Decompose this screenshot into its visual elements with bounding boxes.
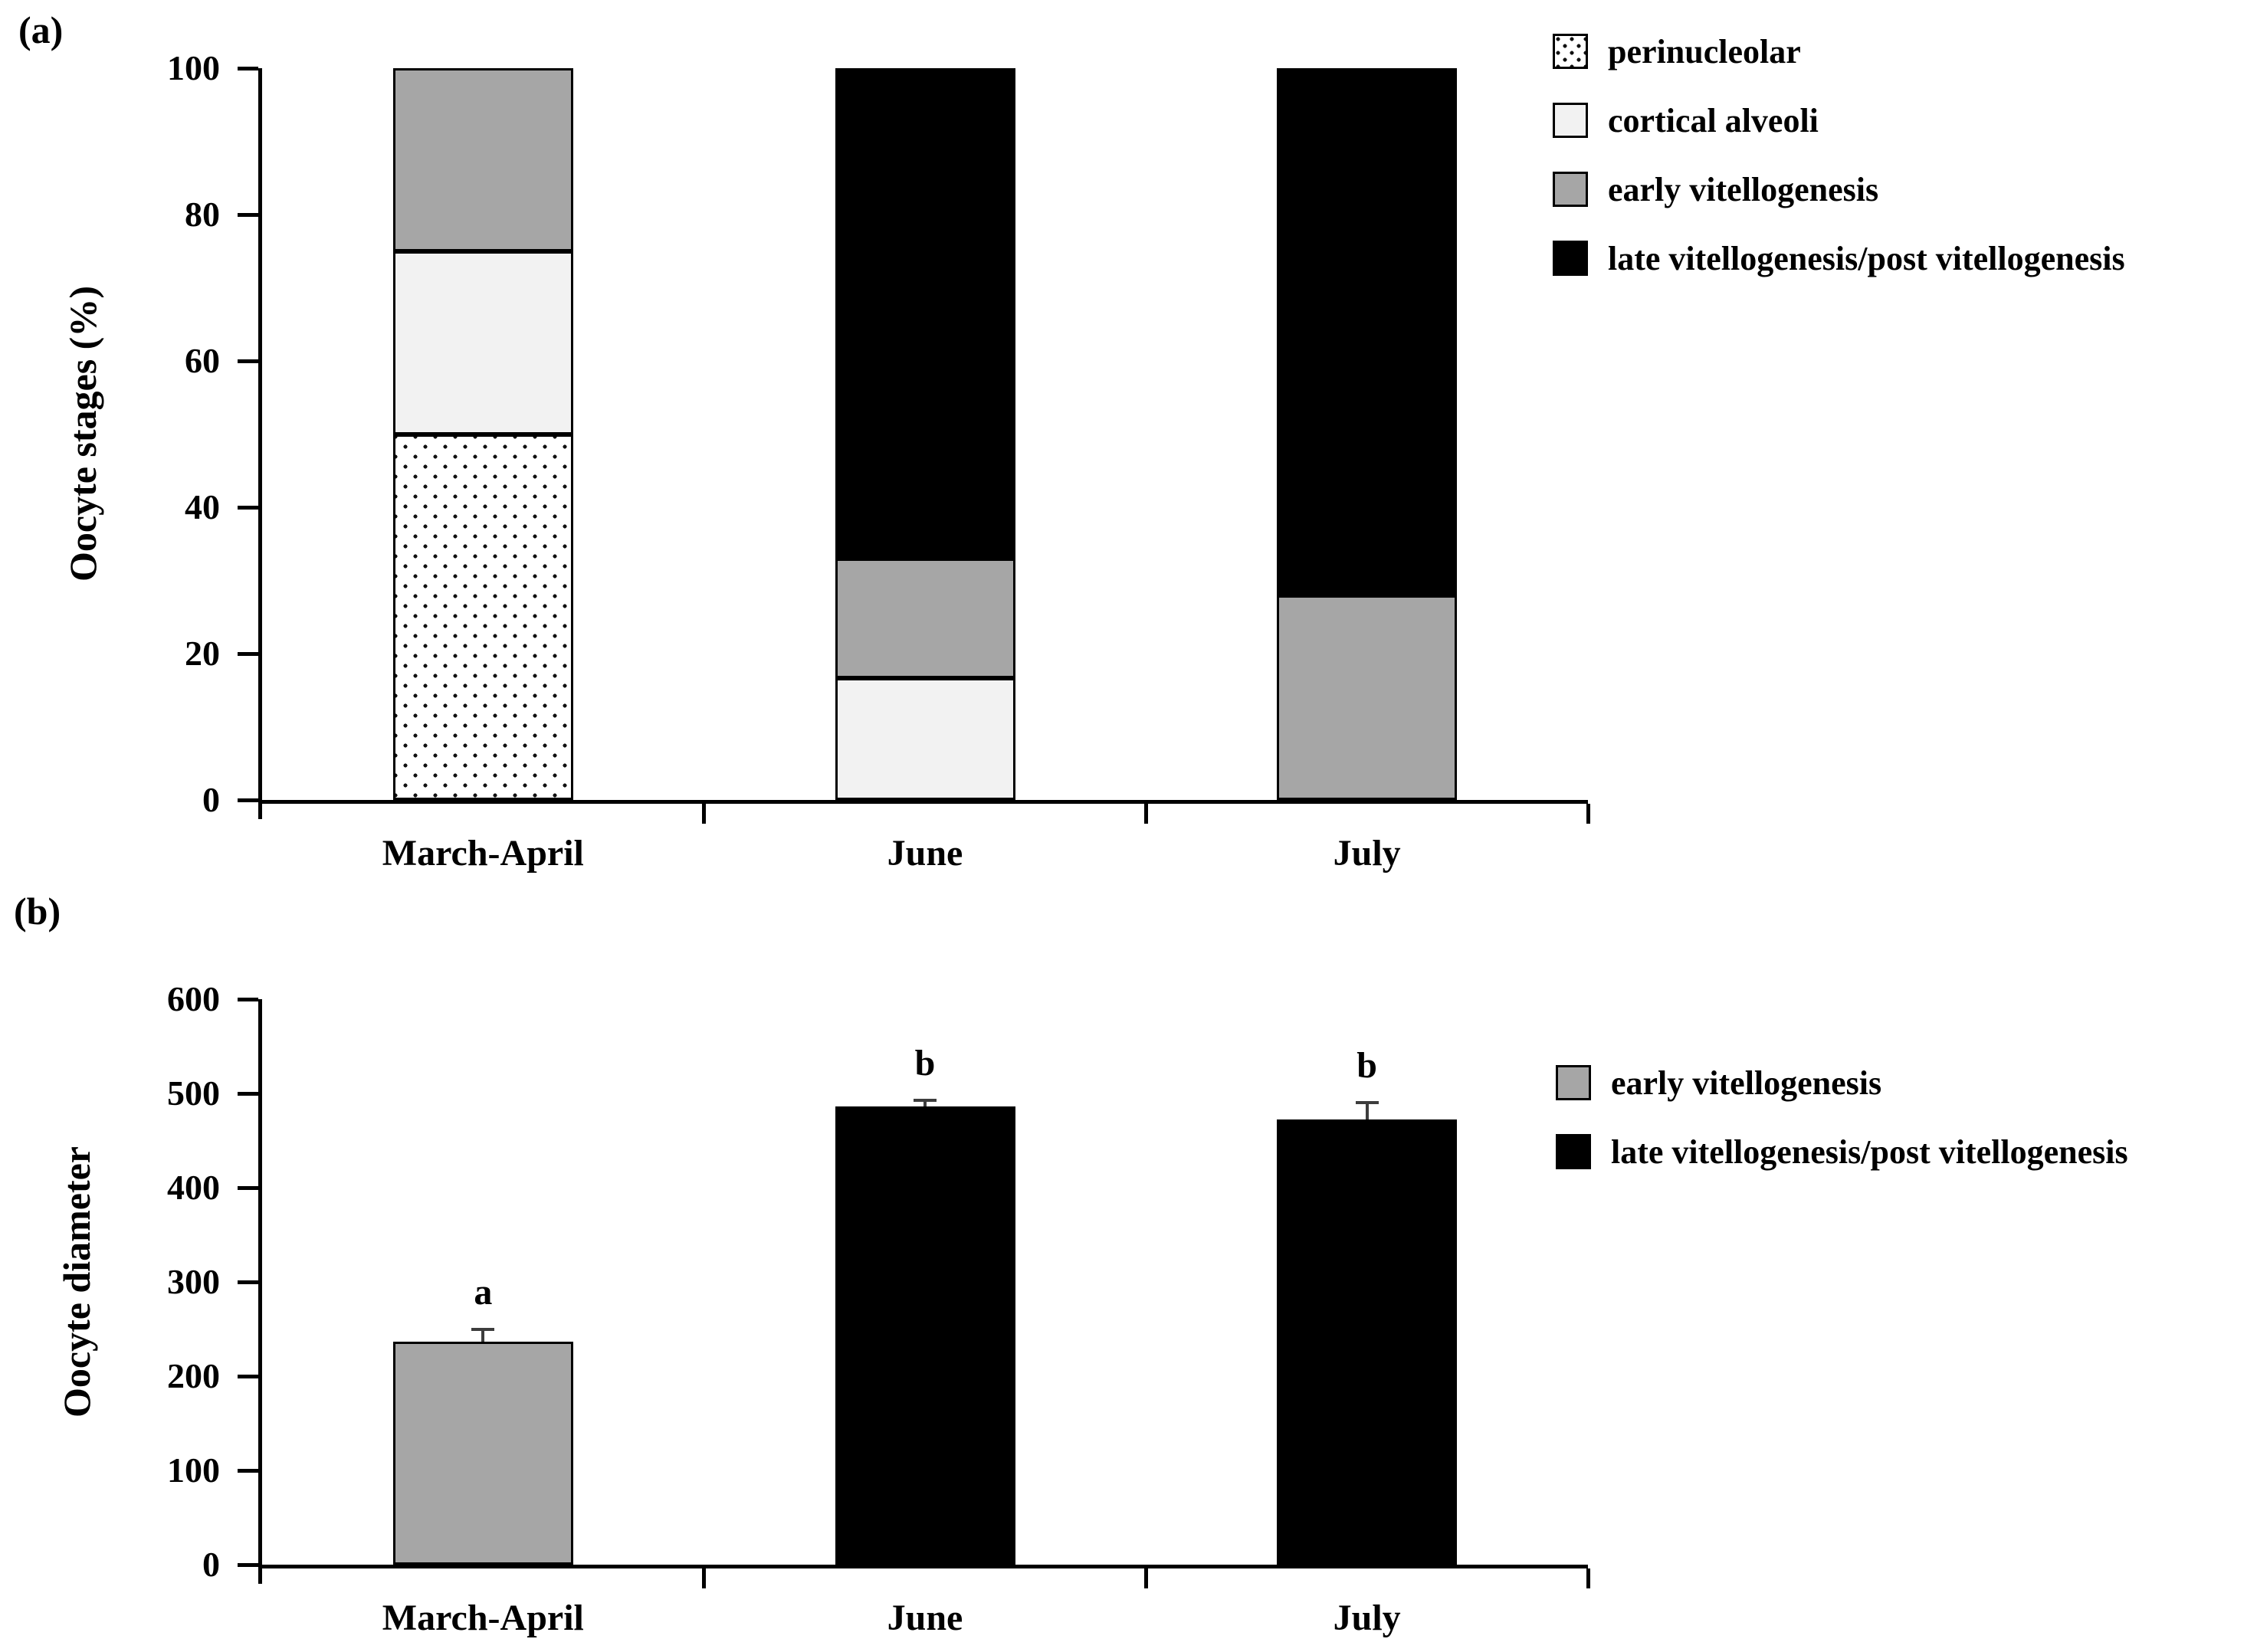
x-axis-line: [258, 1565, 1588, 1568]
stacked-bar-July: [1277, 68, 1458, 800]
y-tick-label-400: 400: [167, 1168, 220, 1207]
x-boundary-tick: [702, 804, 707, 824]
y-tick-label-0: 0: [202, 1545, 220, 1584]
legend-item-cortical alveoli: cortical alveoli: [1553, 86, 2125, 155]
bar-June: [835, 1106, 1015, 1565]
y-tick-200: [238, 1374, 258, 1378]
legend-label: cortical alveoli: [1608, 101, 1819, 139]
y-tick-label-200: 200: [167, 1356, 220, 1395]
legend-swatch-late vitellogenesis/post vitellogenesis: [1553, 241, 1588, 276]
legend-item-early vitellogenesis: early vitellogenesis: [1556, 1048, 2128, 1117]
y-tick-500: [238, 1091, 258, 1096]
bar-segment-early vitellogenesis: [1277, 595, 1458, 800]
legend-label: late vitellogenesis/post vitellogenesis: [1608, 239, 2125, 277]
error-bar-July: [1365, 1100, 1369, 1120]
x-category-March-April: March-April: [382, 1598, 584, 1638]
legend-swatch-perinucleolar: [1553, 34, 1588, 69]
bar-segment-early vitellogenesis: [392, 68, 573, 251]
bar-segment-early vitellogenesis: [835, 558, 1015, 678]
y-tick-label-300: 300: [167, 1262, 220, 1301]
bar-segment-late vitellogenesis/post vitellogenesis: [835, 68, 1015, 559]
legend-label: perinucleolar: [1608, 32, 1801, 70]
x-axis-line: [258, 800, 1588, 804]
y-tick-80: [238, 212, 258, 217]
legend-label: late vitellogenesis/post vitellogenesis: [1611, 1132, 2128, 1171]
error-bar-cap-March-April: [471, 1328, 495, 1332]
y-tick-label-80: 80: [185, 195, 220, 234]
bar-segment-cortical alveoli: [392, 251, 573, 434]
y-tick-100: [238, 66, 258, 70]
error-bar-cap-July: [1355, 1100, 1379, 1104]
panel-a-label: (a): [18, 8, 64, 51]
x-category-March-April: March-April: [382, 833, 584, 874]
error-bar-June: [923, 1099, 927, 1107]
sig-letter-March-April: a: [474, 1272, 493, 1313]
y-tick-label-40: 40: [185, 487, 220, 526]
y-tick-0: [238, 798, 258, 802]
legend-swatch-late vitellogenesis/post vitellogenesis: [1556, 1134, 1591, 1169]
panel-b-plot-area: 0 100 200 300 400 500 600 March-April June July a b…: [167, 979, 1590, 1638]
x-category-July: July: [1333, 833, 1401, 874]
stacked-bar-March-April: [392, 68, 573, 800]
y-tick-label-0: 0: [202, 780, 220, 819]
y-axis-line: [258, 68, 262, 819]
y-tick-60: [238, 359, 258, 363]
y-tick-400: [238, 1185, 258, 1190]
panel-a-y-axis-title: Oocyte stages (%): [61, 286, 104, 582]
y-axis-line: [258, 999, 262, 1584]
x-boundary-tick: [1586, 804, 1590, 824]
y-tick-0: [238, 1562, 258, 1567]
y-tick-600: [238, 997, 258, 1001]
y-tick-20: [238, 651, 258, 656]
legend-label: early vitellogenesis: [1608, 170, 1879, 208]
legend-item-late vitellogenesis/post vitellogenesis: late vitellogenesis/post vitellogenesis: [1553, 224, 2125, 293]
legend-swatch-early vitellogenesis: [1556, 1065, 1591, 1100]
legend-item-late vitellogenesis/post vitellogenesis: late vitellogenesis/post vitellogenesis: [1556, 1117, 2128, 1186]
panel-a-plot-area: 0 20 40 60 80 100 March-April June July: [167, 48, 1590, 874]
error-bar-March-April: [481, 1328, 485, 1342]
x-category-June: June: [887, 1598, 963, 1638]
legend-label: early vitellogenesis: [1611, 1064, 1882, 1102]
bar-segment-cortical alveoli: [835, 677, 1015, 800]
bar-segment-late vitellogenesis/post vitellogenesis: [1277, 68, 1458, 595]
y-tick-40: [238, 505, 258, 510]
legend-swatch-cortical alveoli: [1553, 103, 1588, 138]
y-tick-label-600: 600: [167, 979, 220, 1018]
x-boundary-tick: [702, 1568, 707, 1588]
sig-letter-July: b: [1356, 1044, 1377, 1086]
bar-July: [1277, 1119, 1458, 1565]
bar-fill-late vitellogenesis/post vitellogenesis: [835, 1106, 1015, 1565]
y-tick-label-20: 20: [185, 634, 220, 673]
y-tick-label-100: 100: [167, 1450, 220, 1490]
bar-fill-early vitellogenesis: [392, 1341, 573, 1565]
x-boundary-tick: [1143, 1568, 1148, 1588]
y-tick-300: [238, 1280, 258, 1284]
bar-March-April: [392, 1341, 573, 1565]
legend-item-early vitellogenesis: early vitellogenesis: [1553, 155, 2125, 224]
bar-fill-late vitellogenesis/post vitellogenesis: [1277, 1119, 1458, 1565]
y-tick-label-500: 500: [167, 1073, 220, 1113]
legend-swatch-early vitellogenesis: [1553, 172, 1588, 207]
legend-item-perinucleolar: perinucleolar: [1553, 17, 2125, 86]
x-category-July: July: [1333, 1598, 1401, 1638]
bar-segment-perinucleolar: [392, 434, 573, 800]
y-tick-100: [238, 1468, 258, 1473]
x-category-June: June: [887, 833, 963, 874]
panel-b-label: (b): [14, 890, 61, 933]
x-boundary-tick: [1143, 804, 1148, 824]
stacked-bar-June: [835, 68, 1015, 800]
error-bar-cap-June: [914, 1099, 937, 1103]
panel-b-legend: early vitellogenesis late vitellogenesis/…: [1556, 1048, 2128, 1186]
panel-a-legend: perinucleolar cortical alveoli early vitel…: [1553, 17, 2125, 293]
y-tick-label-100: 100: [167, 48, 220, 87]
x-boundary-tick: [1586, 1568, 1590, 1588]
y-tick-label-60: 60: [185, 341, 220, 380]
sig-letter-June: b: [914, 1043, 936, 1084]
